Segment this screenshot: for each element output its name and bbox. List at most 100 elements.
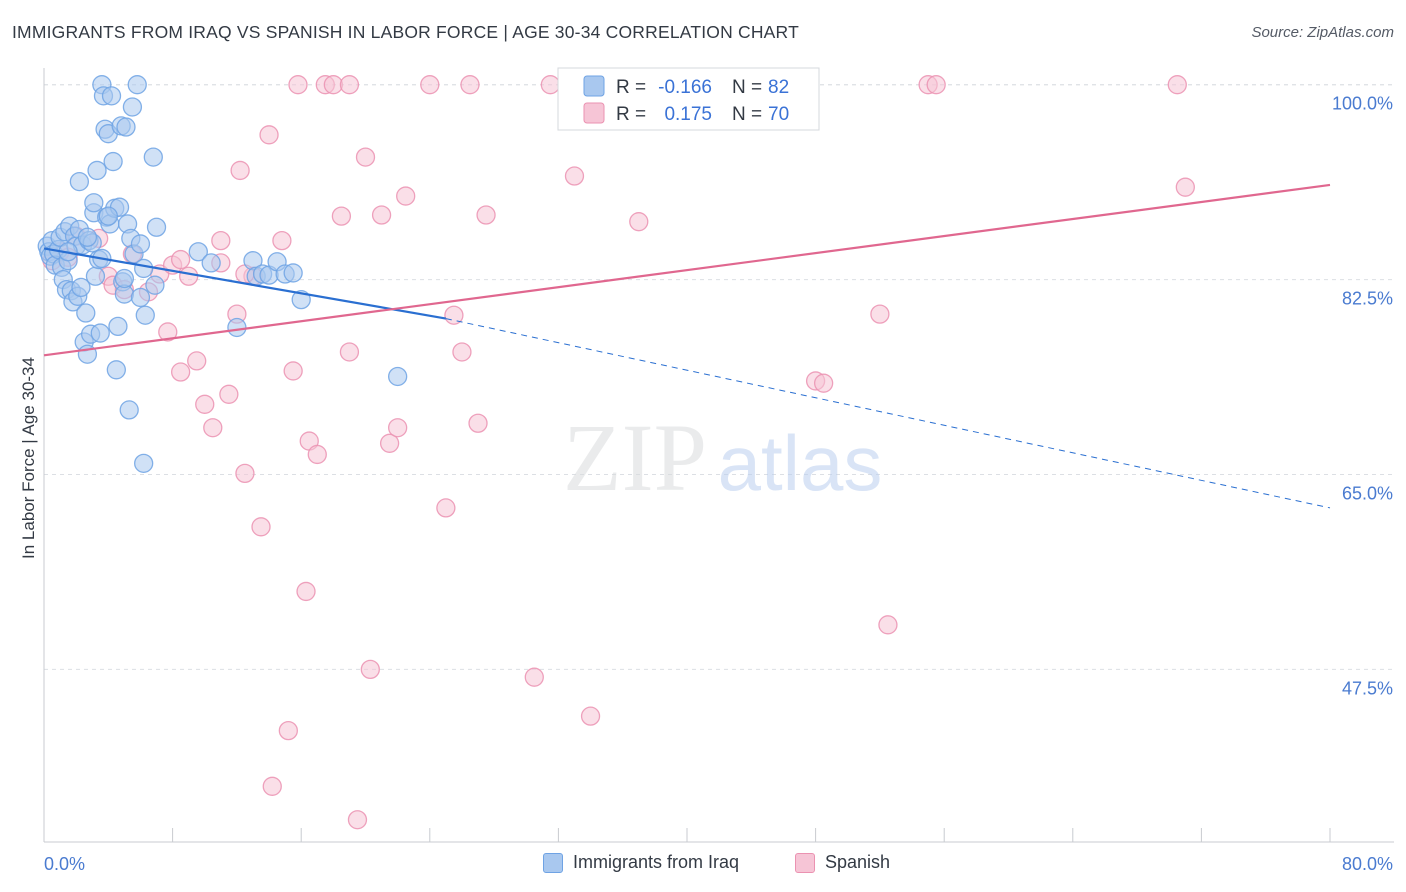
spanish-point: [339, 75, 360, 95]
spanish-point: [387, 418, 408, 438]
stat-n-label-iraq: N =: [732, 77, 762, 98]
iraq-point: [145, 275, 165, 295]
legend-item-iraq[interactable]: Immigrants from Iraq: [543, 852, 739, 873]
stat-n-value-iraq: 82: [768, 77, 789, 98]
spanish-point: [420, 75, 440, 95]
spanish-point: [540, 75, 561, 95]
spanish-point: [580, 706, 601, 726]
spanish-point: [272, 230, 292, 251]
iraq-point: [134, 258, 154, 279]
iraq-point: [283, 263, 303, 283]
iraq-trend-extension: [445, 318, 1331, 509]
spanish-point: [323, 75, 344, 95]
spanish-point: [211, 230, 231, 251]
iraq-point: [84, 193, 104, 213]
spanish-point: [396, 186, 416, 206]
watermark-atlas: atlas: [718, 419, 883, 507]
spanish-point: [1167, 75, 1187, 95]
spanish-point: [262, 776, 282, 796]
iraq-point: [69, 171, 90, 192]
legend-swatch-spanish: [583, 102, 605, 124]
chart-title: IMMIGRANTS FROM IRAQ VS SPANISH IN LABOR…: [12, 22, 799, 42]
legend-swatch-iraq-bottom: [543, 852, 563, 873]
iraq-point: [130, 287, 151, 308]
trend-lines: [43, 183, 1331, 509]
stat-r-label-iraq: R =: [616, 77, 646, 98]
iraq-point: [90, 323, 110, 343]
spanish-point: [878, 615, 898, 635]
iraq-point: [227, 317, 247, 338]
spanish-point: [170, 362, 191, 382]
iraq-point: [201, 253, 221, 273]
spanish-point: [230, 160, 250, 181]
spanish-point: [187, 351, 207, 371]
iraq-point: [116, 117, 136, 137]
iraq-point: [134, 453, 154, 474]
series-iraq-points: [37, 75, 408, 474]
spanish-point: [1175, 177, 1195, 197]
legend-swatch-spanish-bottom: [795, 852, 815, 873]
spanish-point: [307, 444, 327, 465]
spanish-point: [360, 659, 380, 680]
spanish-point: [460, 75, 480, 95]
spanish-point: [158, 322, 178, 342]
spanish-point: [179, 266, 199, 286]
spanish-point: [347, 810, 368, 830]
spanish-point: [251, 517, 271, 537]
spanish-point: [331, 206, 352, 226]
iraq-point: [108, 316, 128, 337]
axes: [43, 68, 1394, 843]
iraq-point: [85, 266, 106, 286]
stat-r-label-spanish: R =: [616, 104, 646, 125]
y-tick-label: 47.5%: [1342, 678, 1393, 698]
iraq-point: [103, 151, 123, 172]
spanish-point: [629, 212, 649, 232]
stat-n-label-spanish: N =: [732, 104, 762, 125]
source-label: Source: ZipAtlas.com: [1251, 24, 1394, 41]
spanish-point: [524, 667, 544, 687]
legend-item-spanish[interactable]: Spanish: [795, 852, 890, 873]
legend-label-spanish: Spanish: [825, 852, 891, 872]
spanish-point: [278, 720, 298, 741]
spanish-point: [452, 342, 472, 362]
bottom-legend: Immigrants from Iraq Spanish: [0, 850, 1406, 880]
iraq-point: [77, 227, 98, 247]
spanish-point: [203, 418, 223, 438]
iraq-trend-line: [43, 247, 447, 320]
iraq-point: [130, 234, 151, 254]
stat-r-value-spanish: 0.175: [664, 104, 712, 125]
y-tick-label: 65.0%: [1342, 483, 1393, 503]
iraq-point: [146, 217, 167, 237]
spanish-point: [195, 394, 215, 414]
spanish-point: [339, 342, 360, 362]
spanish-point: [235, 463, 255, 484]
iraq-point: [101, 86, 122, 106]
iraq-point: [98, 206, 118, 226]
spanish-point: [436, 498, 456, 518]
iraq-point: [122, 97, 143, 117]
spanish-point: [288, 75, 308, 95]
spanish-point: [371, 205, 392, 225]
watermark-zip: ZIP: [563, 404, 707, 511]
x-tick-label-max: 80.0%: [1342, 854, 1393, 874]
iraq-point: [71, 277, 91, 298]
iraq-point: [76, 303, 96, 323]
iraq-point: [135, 305, 155, 325]
iraq-point: [127, 75, 147, 95]
iraq-point: [188, 242, 208, 262]
iraq-point: [387, 366, 408, 387]
spanish-point: [170, 249, 191, 270]
spanish-point: [564, 166, 585, 186]
iraq-point: [106, 360, 126, 380]
iraq-point: [87, 160, 107, 181]
spanish-point: [355, 147, 376, 167]
spanish-point: [476, 205, 496, 225]
spanish-point: [468, 413, 488, 433]
iraq-point: [143, 147, 163, 167]
spanish-point: [219, 384, 239, 404]
spanish-trend-line: [43, 183, 1331, 357]
tick-labels: 47.5% 65.0% 82.5% 100.0% 0.0% 80.0%: [44, 94, 1393, 874]
spanish-point: [870, 304, 890, 324]
spanish-point: [283, 361, 303, 381]
